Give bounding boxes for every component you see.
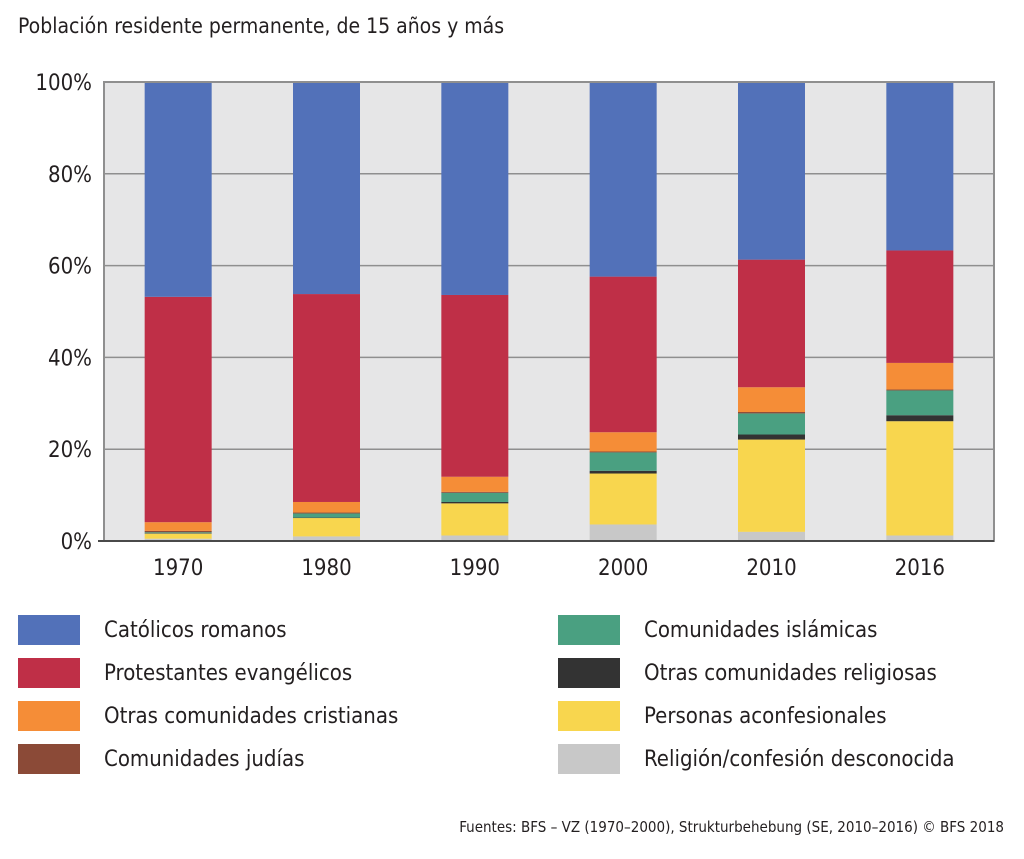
bar-segment — [886, 421, 954, 536]
legend-label: Personas aconfesionales — [644, 703, 887, 729]
bar-segment — [293, 512, 360, 514]
y-tick-label: 80% — [48, 163, 92, 188]
legend-item-islamicas: Comunidades islámicas — [558, 615, 877, 645]
x-tick-label: 2000 — [598, 556, 648, 581]
bar-segment — [589, 432, 657, 452]
bar-segment — [589, 524, 657, 541]
x-tick-label: 1980 — [301, 556, 351, 581]
x-tick-label: 2016 — [895, 556, 945, 581]
y-tick-label: 40% — [48, 346, 92, 371]
bar-segment — [886, 535, 954, 541]
bar-segment — [738, 413, 805, 435]
legend-swatch — [558, 658, 620, 688]
y-tick-label: 0% — [61, 530, 92, 555]
bar-segment — [738, 82, 805, 260]
bar-segment — [441, 476, 509, 492]
plot-area — [104, 82, 994, 541]
chart-subtitle: Población residente permanente, de 15 añ… — [18, 14, 505, 38]
bar-segment — [441, 491, 509, 493]
bar-segment — [589, 452, 657, 471]
y-tick-label: 100% — [35, 71, 92, 96]
bar-segment — [144, 82, 212, 297]
bar-segment — [144, 522, 212, 531]
bar-segment — [293, 518, 360, 537]
bar-segment — [144, 533, 212, 539]
bar-segment — [738, 531, 805, 541]
legend-item-protestantes: Protestantes evangélicos — [18, 658, 352, 688]
legend-swatch — [18, 744, 80, 774]
bar-segment — [293, 513, 360, 518]
bar-segment — [738, 434, 805, 440]
legend-swatch — [18, 615, 80, 645]
bar-segment — [738, 387, 805, 413]
legend-item-otras-religiosas: Otras comunidades religiosas — [558, 658, 937, 688]
bar-segment — [886, 390, 954, 416]
x-tick-label: 1970 — [153, 556, 203, 581]
legend-label: Comunidades judías — [104, 746, 305, 772]
bar-segment — [441, 503, 509, 536]
legend-swatch — [18, 658, 80, 688]
bar-segment — [144, 530, 212, 533]
bar-segment — [589, 470, 657, 474]
bar-segment — [144, 532, 212, 534]
bar-segment — [441, 535, 509, 541]
legend-item-aconfesionales: Personas aconfesionales — [558, 701, 887, 731]
bar-segment — [886, 362, 954, 390]
legend-swatch — [558, 701, 620, 731]
bar-segment — [441, 501, 509, 504]
x-tick-label: 1990 — [450, 556, 500, 581]
legend-label: Religión/confesión desconocida — [644, 746, 955, 772]
bar-segment — [293, 82, 360, 295]
legend-label: Comunidades islámicas — [644, 617, 878, 643]
bar-segment — [589, 451, 657, 453]
bar-segment — [441, 294, 509, 477]
bar-segment — [293, 536, 360, 541]
bar-segment — [738, 259, 805, 388]
legend-label: Católicos romanos — [104, 617, 287, 643]
bar-segment — [144, 296, 212, 523]
y-tick-label: 20% — [48, 438, 92, 463]
bar-segment — [589, 82, 657, 277]
bar-segment — [886, 82, 954, 251]
legend-item-judias: Comunidades judías — [18, 744, 304, 774]
bar-segment — [886, 250, 954, 363]
bar-segment — [738, 412, 805, 414]
legend-label: Otras comunidades religiosas — [644, 660, 937, 686]
legend-item-desconocida: Religión/confesión desconocida — [558, 744, 955, 774]
legend-swatch — [558, 615, 620, 645]
stacked-bar-chart: 0% 20% 40% 60% 80% 100% 1970 1980 1990 2000 2010 20… — [35, 71, 995, 581]
bar-segment — [441, 492, 509, 502]
legend-item-catolicos: Católicos romanos — [18, 615, 287, 645]
source-note: Fuentes: BFS – VZ (1970–2000), Strukturb… — [459, 818, 1004, 836]
y-tick-label: 60% — [48, 255, 92, 280]
legend-label: Otras comunidades cristianas — [104, 703, 399, 729]
legend-label: Protestantes evangélicos — [104, 660, 353, 686]
bar-segment — [293, 501, 360, 513]
x-tick-label: 2010 — [746, 556, 796, 581]
bar-segment — [589, 473, 657, 525]
bar-segment — [886, 415, 954, 422]
bar-segment — [589, 276, 657, 433]
bar-segment — [293, 294, 360, 502]
bar-segment — [441, 82, 509, 295]
legend-swatch — [18, 701, 80, 731]
bar-segment — [886, 389, 954, 391]
legend-item-otras-cristianas: Otras comunidades cristianas — [18, 701, 398, 731]
bar-segment — [144, 538, 212, 541]
bar-segment — [738, 439, 805, 532]
legend-swatch — [558, 744, 620, 774]
